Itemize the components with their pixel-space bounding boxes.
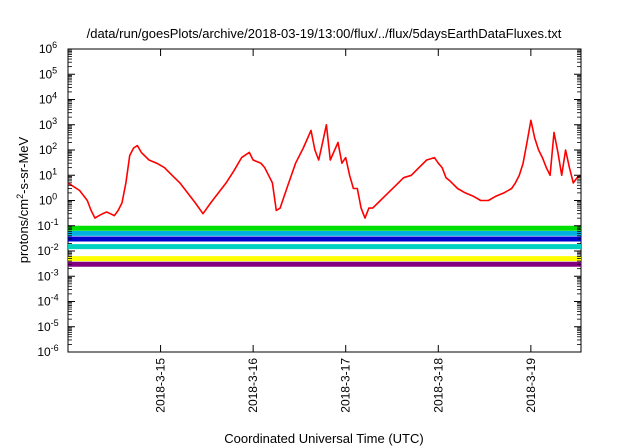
y-tick-label-exp: -1 [51, 217, 59, 227]
series-line-0 [67, 119, 582, 219]
y-tick-label: 10-6 [37, 343, 58, 359]
y-tick-label-exp: 0 [52, 192, 57, 202]
y-tick-label: 103 [39, 116, 57, 132]
x-tick-label: 2018-3-19 [524, 358, 538, 413]
y-tick-label: 104 [39, 91, 57, 107]
y-tick-label: 100 [39, 192, 57, 208]
x-tick-label: 2018-3-15 [154, 358, 168, 413]
y-tick-label: 10-3 [37, 267, 58, 283]
x-axis: 2018-3-15 2018-3-16 2018-3-17 2018-3-18 2018… [154, 49, 538, 413]
y-tick-label-base: 10 [37, 345, 51, 359]
y-tick-label-exp: 6 [52, 40, 57, 50]
x-axis-label: Coordinated Universal Time (UTC) [224, 431, 423, 446]
y-tick-label-base: 10 [39, 118, 53, 132]
y-tick-label: 10-2 [37, 242, 58, 258]
y-tick-label-exp: 4 [52, 91, 57, 101]
y-tick-label-base: 10 [37, 320, 51, 334]
y-tick-label-exp: -6 [51, 343, 59, 353]
y-tick-label-base: 10 [39, 143, 53, 157]
series-layer [67, 119, 582, 267]
y-tick-label-base: 10 [39, 194, 53, 208]
y-tick-label: 10-4 [37, 293, 58, 309]
x-tick-label: 2018-3-17 [339, 358, 353, 413]
y-tick-label-base: 10 [37, 295, 51, 309]
y-tick-label-base: 10 [39, 168, 53, 182]
y-tick-label-exp: -3 [51, 267, 59, 277]
y-tick-label-exp: 1 [52, 166, 57, 176]
y-tick-label-exp: -5 [51, 318, 59, 328]
y-tick-label-base: 10 [37, 269, 51, 283]
y-tick-label: 10-1 [37, 217, 58, 233]
y-tick-label-base: 10 [39, 93, 53, 107]
y-axis-label-base: protons/cm [16, 199, 31, 263]
x-tick-label: 2018-3-16 [246, 358, 260, 413]
chart-title: /data/run/goesPlots/archive/2018-03-19/1… [87, 26, 562, 41]
y-tick-label-exp: 5 [52, 65, 57, 75]
y-tick-label-exp: -4 [51, 293, 59, 303]
y-tick-label: 10-5 [37, 318, 58, 334]
y-tick-label-base: 10 [37, 244, 51, 258]
y-tick-label-base: 10 [39, 67, 53, 81]
y-tick-label: 105 [39, 65, 57, 81]
x-tick-label: 2018-3-18 [431, 358, 445, 413]
y-axis-label-sup: 2 [15, 194, 25, 199]
y-tick-label-exp: -2 [51, 242, 59, 252]
y-tick-label-base: 10 [39, 42, 53, 56]
y-tick-label: 106 [39, 40, 57, 56]
plot-frame [67, 48, 582, 353]
y-tick-label-exp: 3 [52, 116, 57, 126]
y-axis-label: protons/cm2-s-sr-MeV [15, 136, 31, 263]
y-axis: 10-610-510-410-310-210-11001011021031041… [37, 40, 581, 359]
y-axis-label-rest: -s-sr-MeV [16, 136, 31, 193]
y-tick-label-exp: 2 [52, 141, 57, 151]
y-tick-label: 101 [39, 166, 57, 182]
y-tick-label: 102 [39, 141, 57, 157]
y-tick-label-base: 10 [37, 219, 51, 233]
